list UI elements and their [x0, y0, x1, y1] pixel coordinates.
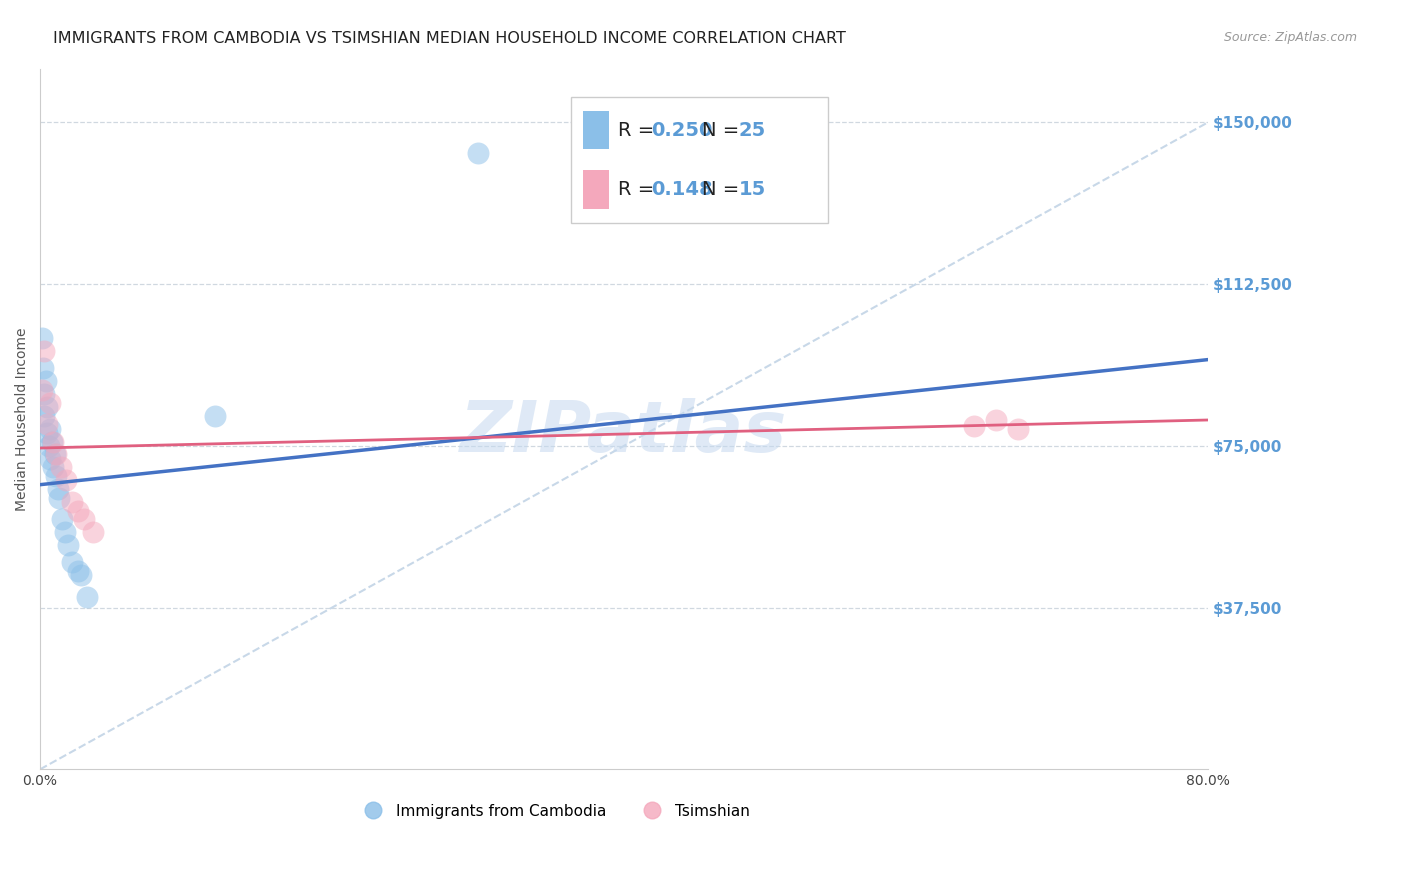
Point — [51, 512, 73, 526]
Point — [467, 145, 489, 160]
Point — [73, 512, 96, 526]
Legend: Immigrants from Cambodia, Tsimshian: Immigrants from Cambodia, Tsimshian — [352, 797, 756, 825]
Point — [35, 374, 58, 388]
Text: 0.250: 0.250 — [651, 120, 713, 140]
Point — [204, 409, 226, 423]
Point — [56, 538, 79, 552]
Point — [67, 564, 90, 578]
Point — [32, 361, 55, 376]
Point — [45, 469, 67, 483]
Text: 15: 15 — [738, 180, 766, 199]
Point — [38, 439, 60, 453]
Point — [37, 400, 59, 414]
Point — [986, 413, 1008, 427]
Point — [67, 503, 90, 517]
Text: 25: 25 — [738, 120, 766, 140]
Point — [34, 387, 56, 401]
Point — [49, 460, 72, 475]
Point — [53, 525, 76, 540]
Point — [37, 417, 59, 432]
Point — [34, 409, 56, 423]
Point — [46, 482, 69, 496]
Point — [44, 448, 66, 462]
Point — [76, 590, 98, 604]
Point — [1007, 422, 1029, 436]
Point — [34, 343, 56, 358]
Point — [31, 331, 53, 345]
Point — [60, 495, 83, 509]
Text: ZIPatlas: ZIPatlas — [460, 399, 787, 467]
Point — [55, 474, 77, 488]
Text: IMMIGRANTS FROM CAMBODIA VS TSIMSHIAN MEDIAN HOUSEHOLD INCOME CORRELATION CHART: IMMIGRANTS FROM CAMBODIA VS TSIMSHIAN ME… — [53, 31, 846, 46]
Bar — [583, 111, 609, 149]
Point — [42, 460, 65, 475]
Point — [60, 555, 83, 569]
Bar — [583, 170, 609, 209]
Point — [42, 434, 65, 449]
Point — [70, 568, 93, 582]
Point — [45, 448, 67, 462]
Point — [963, 419, 986, 434]
Point — [39, 422, 62, 436]
Point — [37, 425, 59, 440]
Y-axis label: Median Household Income: Median Household Income — [15, 327, 30, 510]
Point — [82, 525, 104, 540]
Text: 0.148: 0.148 — [651, 180, 713, 199]
Text: R =: R = — [619, 120, 661, 140]
Point — [41, 434, 63, 449]
Point — [31, 383, 53, 397]
Point — [39, 396, 62, 410]
Point — [39, 451, 62, 466]
Text: Source: ZipAtlas.com: Source: ZipAtlas.com — [1223, 31, 1357, 45]
Text: R =: R = — [619, 180, 661, 199]
Text: N =: N = — [702, 180, 745, 199]
Text: N =: N = — [702, 120, 745, 140]
Point — [48, 491, 70, 505]
FancyBboxPatch shape — [571, 96, 828, 223]
